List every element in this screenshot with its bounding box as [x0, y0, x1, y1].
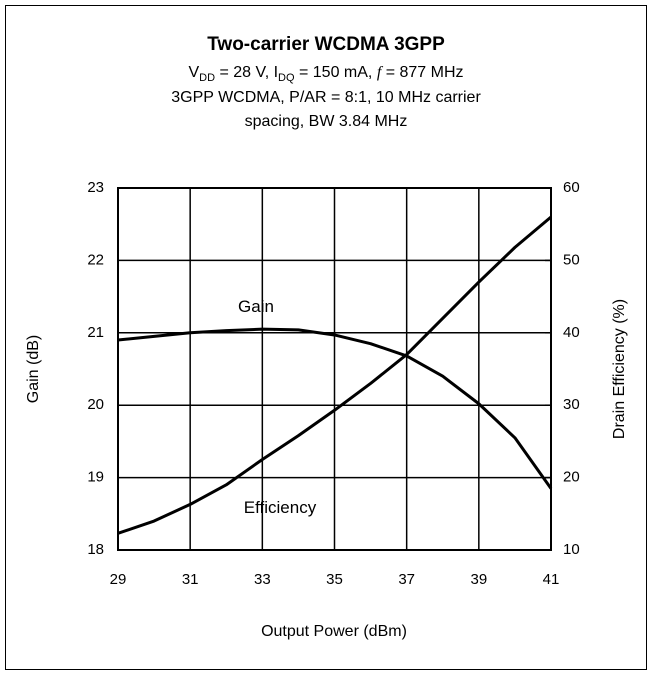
subtitle-part: = 28 V, I	[215, 64, 278, 81]
y-tick-label: 23	[87, 179, 104, 196]
x-tick-label: 39	[470, 571, 487, 588]
y2-tick-label: 20	[563, 469, 580, 486]
y2-tick-label: 10	[563, 541, 580, 558]
x-tick-label: 35	[326, 571, 343, 588]
y2-tick-label: 60	[563, 179, 580, 196]
series-label: Gain	[238, 297, 274, 316]
frame	[5, 5, 647, 670]
y2-tick-label: 30	[563, 396, 580, 413]
series-line	[117, 215, 552, 535]
y-tick-label: 20	[87, 396, 104, 413]
series-line	[117, 327, 553, 490]
x-tick-label: 37	[398, 571, 415, 588]
y-tick-label: 22	[87, 251, 104, 268]
chart-note: spacing, BW 3.84 MHz	[245, 113, 408, 130]
chart-subtitle: VDD = 28 V, IDQ = 150 mA, f = 877 MHz	[188, 64, 463, 84]
subtitle-sub: DD	[199, 72, 215, 84]
x-tick-label: 31	[182, 571, 199, 588]
y-tick-label: 18	[87, 541, 104, 558]
y2-tick-label: 50	[563, 251, 580, 268]
chart-note: 3GPP WCDMA, P/AR = 8:1, 10 MHz carrier	[171, 89, 481, 106]
chart-title: Two-carrier WCDMA 3GPP	[207, 34, 445, 55]
subtitle-sub: DQ	[278, 72, 295, 84]
x-tick-label: 41	[543, 571, 560, 588]
y-axis-label: Gain (dB)	[25, 335, 42, 403]
y2-axis-label: Drain Efficiency (%)	[611, 299, 628, 439]
subtitle-part: = 877 MHz	[381, 64, 463, 81]
y-tick-label: 21	[87, 324, 104, 341]
x-tick-label: 33	[254, 571, 271, 588]
y-tick-label: 19	[87, 469, 104, 486]
x-tick-label: 29	[110, 571, 127, 588]
subtitle-italic: f	[377, 64, 384, 81]
y2-tick-label: 40	[563, 324, 580, 341]
subtitle-part: = 150 mA,	[295, 64, 377, 81]
series-label: Efficiency	[244, 498, 317, 517]
subtitle-part: V	[188, 64, 199, 81]
plot-border	[117, 187, 552, 551]
x-axis-label: Output Power (dBm)	[261, 623, 407, 640]
